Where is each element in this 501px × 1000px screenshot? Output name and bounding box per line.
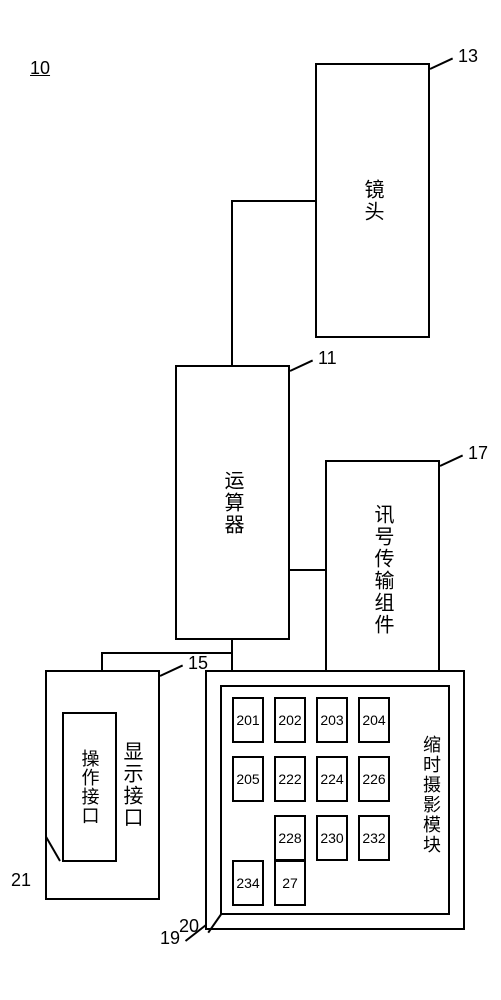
edge-lens-processor-h (231, 200, 315, 202)
module-cell: 224 (316, 756, 348, 802)
module-cell: 203 (316, 697, 348, 743)
node-display: 显示接口 操作接口 (45, 670, 160, 900)
ref-lens: 13 (458, 46, 478, 67)
ref-module-outer: 19 (160, 928, 180, 949)
module-cell: 234 (232, 860, 264, 906)
edge-processor-display-h (101, 652, 233, 654)
ref-module-inner: 20 (179, 916, 199, 937)
node-processor: 运算器 (175, 365, 290, 640)
node-signal-label: 讯号传输组件 (368, 504, 397, 636)
module-cell: 230 (316, 815, 348, 861)
leader-signal (440, 455, 464, 467)
node-operation-label: 操作接口 (77, 749, 103, 825)
module-cell: 226 (358, 756, 390, 802)
leader-processor (290, 360, 314, 372)
node-module-inner-label: 缩时摄影模块 (418, 735, 444, 855)
module-cell: 201 (232, 697, 264, 743)
module-cell: 228 (274, 815, 306, 861)
edge-processor-module-h2 (231, 652, 233, 654)
node-signal: 讯号传输组件 (325, 460, 440, 680)
ref-processor: 11 (318, 348, 337, 369)
edge-processor-signal (290, 569, 325, 571)
edge-lens-processor-v (231, 200, 233, 365)
edge-processor-display-v (101, 652, 103, 670)
edge-processor-down (231, 640, 233, 670)
diagram-ref-title: 10 (30, 58, 50, 79)
module-cell: 222 (274, 756, 306, 802)
node-display-label: 显示接口 (117, 741, 146, 829)
ref-operation: 21 (11, 870, 31, 891)
module-cell: 232 (358, 815, 390, 861)
node-lens-label: 镜头 (358, 179, 387, 223)
node-operation: 操作接口 (62, 712, 117, 862)
module-cell: 202 (274, 697, 306, 743)
node-lens: 镜头 (315, 63, 430, 338)
module-cell: 205 (232, 756, 264, 802)
module-cell: 204 (358, 697, 390, 743)
ref-signal: 17 (468, 443, 488, 464)
leader-display (160, 665, 184, 677)
leader-lens (430, 58, 454, 70)
module-cell: 27 (274, 860, 306, 906)
node-processor-label: 运算器 (218, 470, 247, 536)
